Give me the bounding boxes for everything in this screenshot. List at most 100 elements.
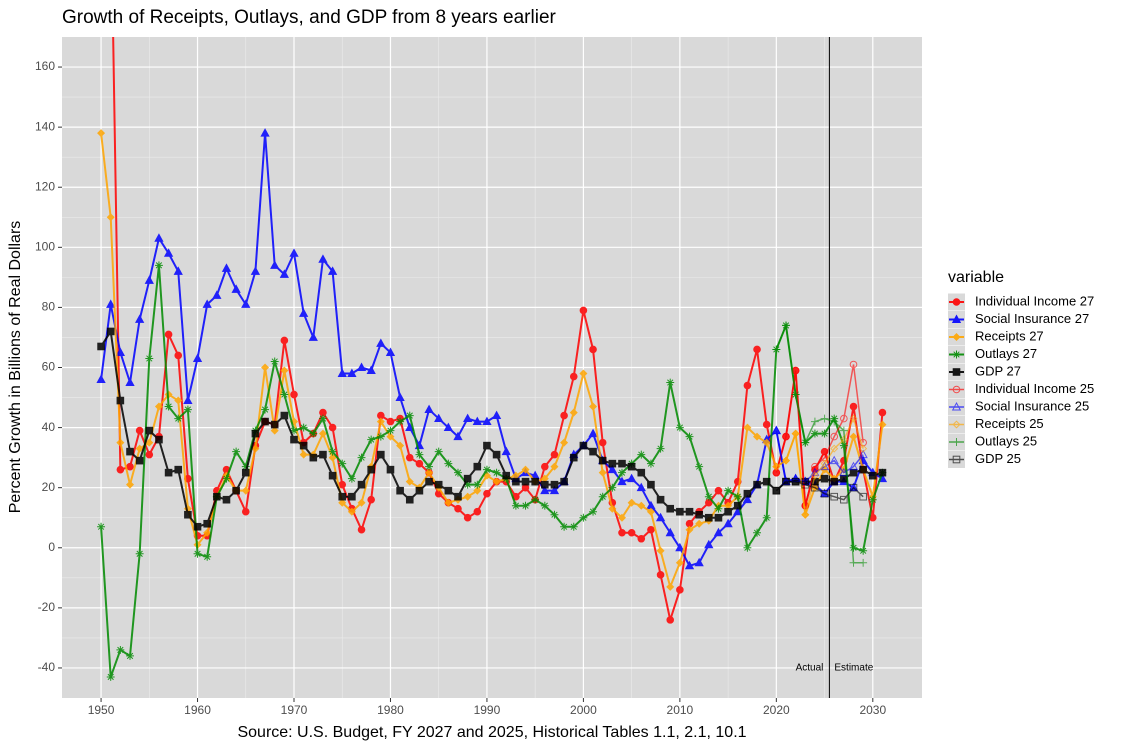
point xyxy=(261,417,269,426)
x-tick-label: 1960 xyxy=(184,703,211,717)
point xyxy=(695,462,704,471)
point xyxy=(454,492,462,501)
point xyxy=(115,347,126,356)
point xyxy=(646,507,655,516)
point xyxy=(675,542,685,552)
point xyxy=(589,507,598,516)
point xyxy=(318,414,327,423)
series-line xyxy=(100,133,883,568)
point xyxy=(666,504,675,513)
point xyxy=(878,420,887,429)
point xyxy=(221,263,232,272)
x-axis-label: Source: U.S. Budget, FY 2027 and 2025, H… xyxy=(237,724,746,741)
point xyxy=(135,314,145,323)
point xyxy=(743,543,752,552)
point xyxy=(781,456,790,465)
point xyxy=(338,492,347,501)
point xyxy=(386,432,395,441)
point xyxy=(376,432,385,441)
series-line xyxy=(100,133,884,590)
point xyxy=(328,423,337,432)
point xyxy=(952,350,961,359)
point xyxy=(309,453,318,462)
point xyxy=(810,429,819,438)
point xyxy=(589,447,597,456)
point xyxy=(579,441,588,450)
point xyxy=(405,411,414,420)
point xyxy=(830,417,839,426)
point xyxy=(820,474,829,483)
point xyxy=(743,423,752,432)
point xyxy=(742,494,753,504)
point xyxy=(203,519,211,528)
point xyxy=(560,477,568,486)
point xyxy=(472,416,482,426)
point xyxy=(550,462,559,471)
point xyxy=(849,402,858,411)
point xyxy=(801,510,810,519)
point xyxy=(135,426,144,435)
point xyxy=(106,213,115,222)
point xyxy=(830,444,839,453)
point xyxy=(810,417,819,426)
point xyxy=(540,485,550,495)
point xyxy=(868,495,877,504)
point xyxy=(849,483,858,492)
point xyxy=(598,438,607,447)
point xyxy=(163,248,174,257)
point xyxy=(299,450,308,459)
point xyxy=(482,416,492,426)
series xyxy=(97,261,887,681)
legend-symbol xyxy=(949,385,964,394)
series xyxy=(772,414,868,519)
point xyxy=(810,471,819,480)
point xyxy=(395,392,405,402)
point xyxy=(753,480,761,489)
point xyxy=(753,528,762,537)
point xyxy=(878,468,887,477)
point xyxy=(839,467,849,477)
point xyxy=(290,435,298,444)
point xyxy=(386,417,395,426)
point xyxy=(598,468,607,477)
y-tick-label: -40 xyxy=(38,660,56,674)
legend-label: Outlays 25 xyxy=(975,433,1037,448)
point xyxy=(733,492,742,501)
point xyxy=(135,444,144,453)
legend-label: Individual Income 27 xyxy=(975,293,1094,308)
point xyxy=(299,423,308,432)
legend-symbol xyxy=(949,420,964,429)
series-line xyxy=(100,265,884,678)
point xyxy=(782,432,790,441)
point xyxy=(869,471,877,480)
series xyxy=(772,321,868,567)
point xyxy=(97,129,106,138)
point xyxy=(232,486,240,495)
point xyxy=(145,450,154,459)
point xyxy=(396,486,404,495)
point xyxy=(173,266,183,275)
point xyxy=(106,299,116,308)
point xyxy=(434,480,443,489)
point xyxy=(290,426,298,435)
point xyxy=(676,507,684,516)
point xyxy=(126,447,134,456)
point xyxy=(589,402,598,411)
point xyxy=(762,420,771,429)
point xyxy=(482,465,491,474)
legend-label: Social Insurance 25 xyxy=(975,398,1089,413)
point xyxy=(473,480,482,489)
point xyxy=(952,438,961,446)
point xyxy=(849,360,858,369)
x-tick-label: 2030 xyxy=(859,703,886,717)
point xyxy=(695,519,704,528)
point xyxy=(541,462,549,471)
point xyxy=(723,518,733,528)
point xyxy=(347,474,356,483)
point xyxy=(106,327,115,336)
legend-label: GDP 27 xyxy=(975,363,1021,378)
point xyxy=(569,522,578,531)
point xyxy=(473,462,482,471)
point xyxy=(289,248,299,257)
